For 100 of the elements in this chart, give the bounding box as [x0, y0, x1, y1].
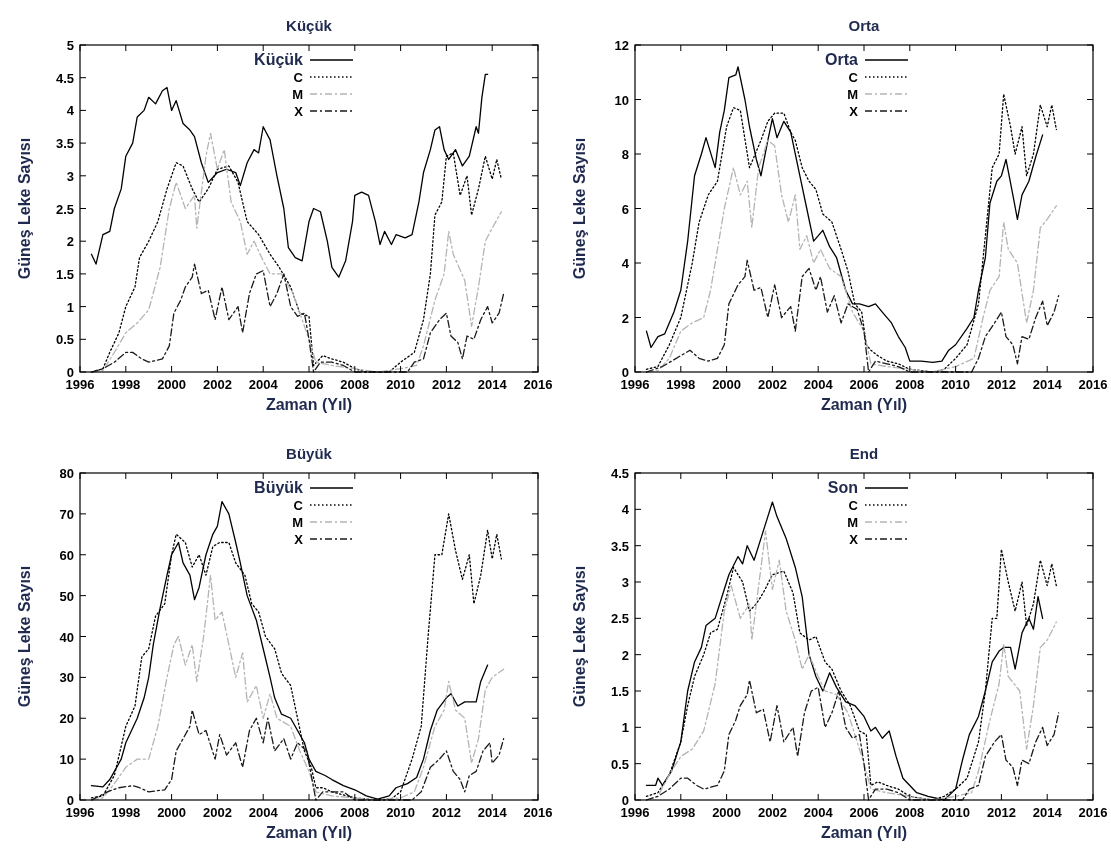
y-tick-label: 12	[614, 38, 629, 53]
y-tick-label: 5	[66, 38, 74, 53]
y-tick-label: 0.5	[610, 756, 629, 772]
x-tick-label: 2012	[431, 377, 461, 392]
x-tick-label: 2010	[941, 805, 971, 820]
y-axis-title: Güneş Leke Sayısı	[16, 565, 33, 708]
x-tick-label: 2008	[340, 805, 370, 820]
x-tick-label: 2004	[248, 805, 279, 820]
y-tick-label: 40	[59, 629, 74, 645]
x-tick-label: 2016	[523, 805, 553, 820]
legend-label: Büyük	[254, 479, 304, 496]
legend-label: M	[847, 515, 858, 530]
y-tick-label: 0	[66, 365, 74, 380]
x-tick-label: 2016	[1078, 377, 1108, 392]
x-tick-label: 2008	[895, 377, 925, 392]
y-tick-label: 10	[59, 752, 74, 768]
x-tick-label: 1996	[620, 805, 650, 820]
y-tick-label: 70	[59, 506, 74, 522]
y-tick-label: 20	[59, 711, 74, 727]
legend-label: X	[294, 104, 304, 119]
x-tick-label: 2014	[1032, 377, 1063, 392]
y-tick-label: 60	[59, 547, 74, 563]
chart-title: Büyük	[286, 445, 333, 462]
y-tick-label: 4	[621, 502, 630, 518]
x-tick-label: 2002	[757, 377, 787, 392]
legend-label: X	[849, 104, 859, 119]
x-tick-label: 1998	[111, 377, 141, 392]
y-tick-label: 4.5	[55, 70, 74, 86]
x-tick-label: 2004	[248, 377, 279, 392]
y-tick-label: 0.5	[55, 332, 74, 348]
x-axis-title: Zaman (Yıl)	[820, 824, 908, 841]
legend-label: M	[292, 87, 303, 102]
chart-title: Orta	[848, 17, 881, 34]
x-tick-label: 2002	[202, 805, 232, 820]
x-tick-label: 2012	[986, 377, 1016, 392]
x-axis-title: Zaman (Yıl)	[265, 824, 353, 841]
chart-title: Küçük	[286, 17, 333, 34]
x-tick-label: 2006	[294, 377, 324, 392]
y-tick-label: 1	[621, 720, 629, 736]
y-tick-label: 3.5	[610, 538, 629, 554]
x-tick-label: 2014	[477, 805, 508, 820]
x-tick-label: 2008	[340, 377, 370, 392]
x-tick-label: 2010	[386, 377, 416, 392]
legend-label: C	[848, 498, 859, 513]
y-tick-label: 0	[621, 365, 629, 380]
x-tick-label: 2008	[895, 805, 925, 820]
x-tick-label: 1998	[666, 377, 696, 392]
y-tick-label: 8	[621, 147, 629, 162]
x-axis-title: Zaman (Yıl)	[820, 396, 908, 413]
legend-label: X	[849, 532, 859, 547]
legend-label: C	[293, 70, 304, 85]
legend-label: C	[293, 498, 304, 513]
y-tick-label: 80	[59, 466, 74, 481]
y-tick-label: 30	[59, 670, 74, 686]
y-axis-title: Güneş Leke Sayısı	[16, 137, 33, 280]
y-axis-title: Güneş Leke Sayısı	[571, 137, 588, 280]
y-tick-label: 4	[66, 103, 75, 119]
line-series	[90, 709, 505, 801]
y-tick-label: 3.5	[55, 136, 74, 152]
y-tick-label: 2	[66, 234, 74, 250]
y-tick-label: 2	[621, 310, 629, 326]
x-tick-label: 2006	[294, 805, 324, 820]
y-tick-label: 6	[621, 201, 629, 217]
x-tick-label: 2010	[386, 805, 416, 820]
legend-label: C	[848, 70, 859, 85]
y-axis-title: Güneş Leke Sayısı	[571, 565, 588, 708]
legend-label: Küçük	[254, 51, 304, 68]
x-axis-title: Zaman (Yıl)	[265, 396, 353, 413]
x-tick-label: 2000	[712, 377, 742, 392]
x-tick-label: 2006	[849, 377, 879, 392]
x-tick-label: 2000	[157, 805, 187, 820]
x-tick-label: 2016	[523, 377, 553, 392]
x-tick-label: 1996	[65, 805, 95, 820]
y-tick-label: 0	[621, 793, 629, 808]
x-tick-label: 2002	[202, 377, 232, 392]
x-tick-label: 2016	[1078, 805, 1108, 820]
y-tick-label: 3	[66, 168, 74, 184]
legend-label: M	[292, 515, 303, 530]
y-tick-label: 4	[621, 256, 630, 271]
x-tick-label: 2000	[712, 805, 742, 820]
y-tick-label: 0	[66, 793, 74, 808]
y-tick-label: 2.5	[55, 201, 74, 217]
x-tick-label: 1996	[65, 377, 95, 392]
y-tick-label: 50	[59, 588, 74, 604]
x-tick-label: 2012	[986, 805, 1016, 820]
legend-label: M	[847, 87, 858, 102]
x-tick-label: 2004	[803, 377, 834, 392]
legend-label: Son	[827, 479, 858, 496]
x-tick-label: 1998	[111, 805, 141, 820]
y-tick-label: 1.5	[55, 266, 74, 282]
x-tick-label: 1996	[620, 377, 650, 392]
x-tick-label: 2002	[757, 805, 787, 820]
y-tick-label: 2	[621, 647, 629, 663]
legend-label: X	[294, 532, 304, 547]
x-tick-label: 2014	[1032, 805, 1063, 820]
chart-title: End	[849, 445, 879, 462]
y-tick-label: 1.5	[610, 684, 629, 699]
x-tick-label: 2010	[941, 377, 971, 392]
x-tick-label: 2006	[849, 805, 879, 820]
x-tick-label: 2014	[477, 377, 508, 392]
